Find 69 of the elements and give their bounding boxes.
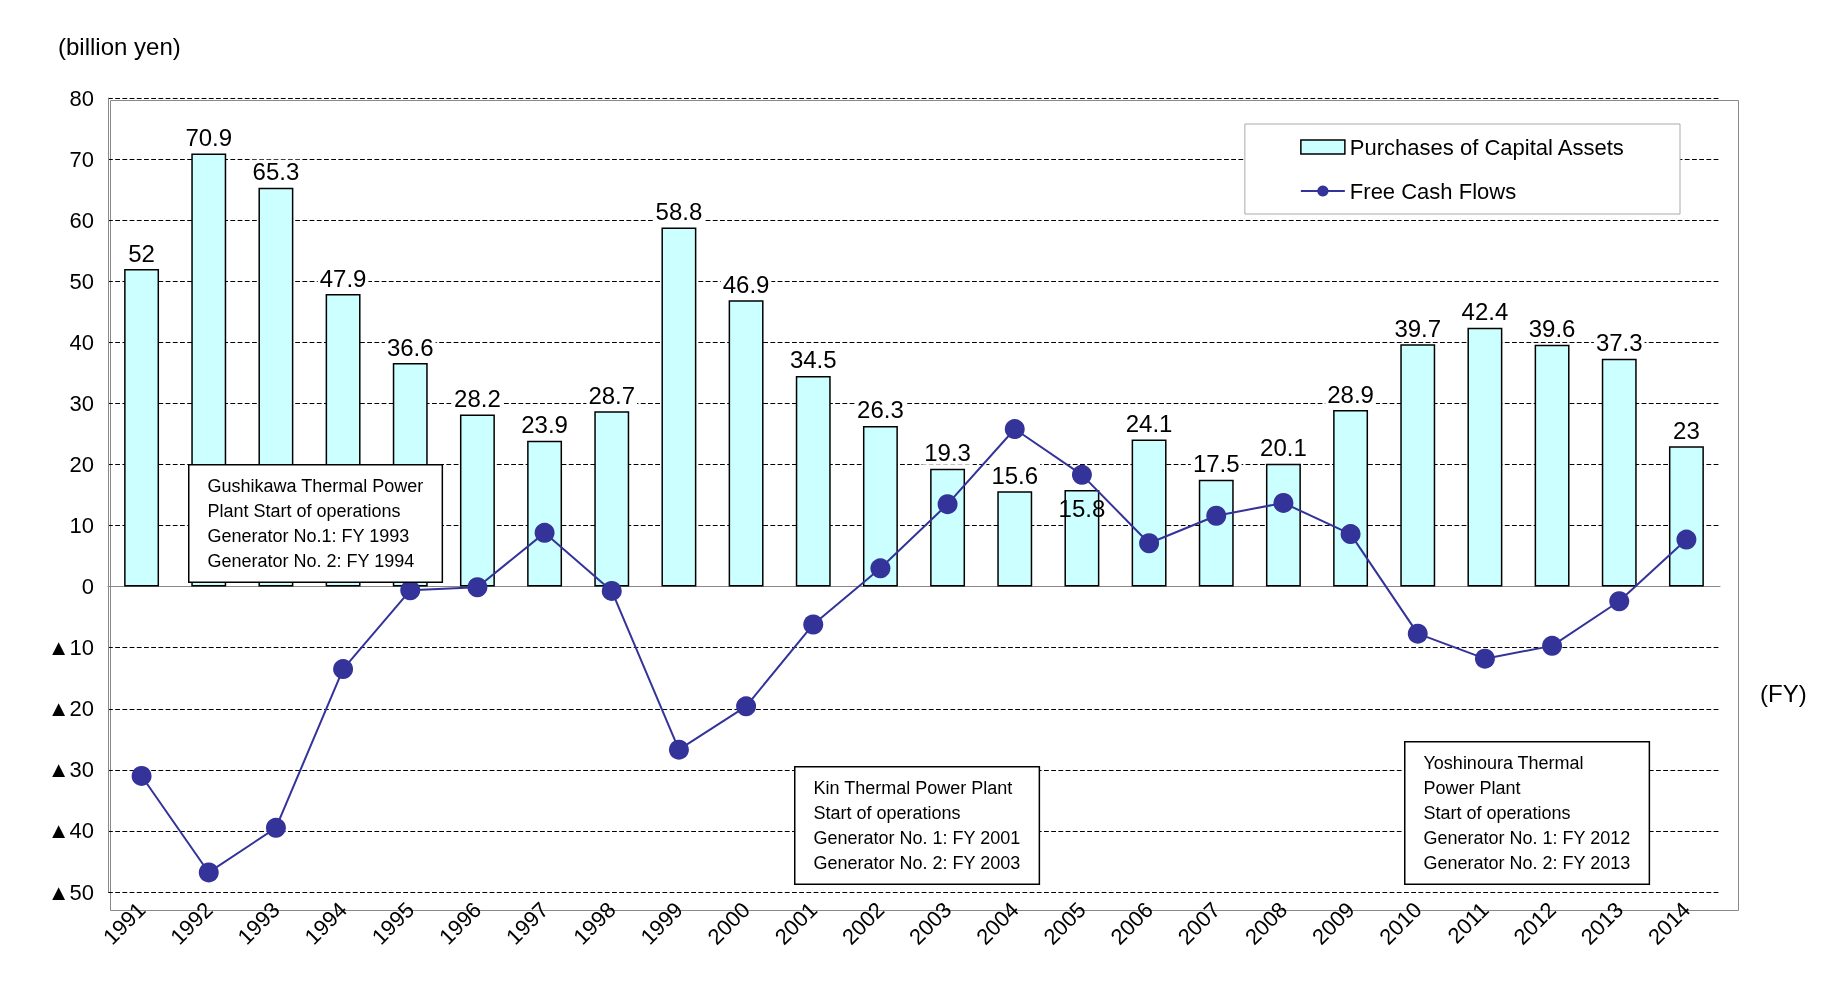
data-label: 46.9 [722, 270, 770, 298]
point [601, 580, 622, 601]
annotation: Gushikawa Thermal Power Plant Start of operations Generator No.1: FY 1993 Generator No. 2: FY 1994 [207, 476, 424, 571]
data-label: 39.6 [1528, 315, 1576, 343]
data-label: 34.5 [789, 346, 837, 374]
y-tick-label: 50 [69, 268, 94, 294]
point [198, 862, 219, 883]
y-tick-label: ▲20 [47, 696, 94, 722]
y-tick-label: ▲40 [47, 818, 94, 844]
point [1542, 635, 1563, 656]
point [467, 577, 488, 598]
data-label: 23.9 [521, 411, 568, 439]
data-label: 15.6 [991, 461, 1039, 489]
data-label: 70.9 [185, 124, 233, 152]
legend-label: Purchases of Capital Assets [1349, 134, 1624, 160]
y-tick-label: ▲10 [47, 635, 94, 661]
data-label: 36.6 [386, 333, 434, 361]
y-tick-label: ▲30 [47, 757, 94, 783]
point [1676, 529, 1697, 550]
data-label: 65.3 [252, 158, 300, 186]
point [803, 614, 824, 635]
point [1206, 505, 1227, 526]
y-tick-label: 20 [69, 451, 94, 477]
point [1474, 648, 1495, 669]
point [333, 659, 354, 680]
bar [459, 414, 495, 587]
y-tick-label: 60 [69, 207, 94, 233]
point [1407, 623, 1428, 644]
point [400, 580, 421, 601]
data-label: 28.2 [454, 384, 501, 412]
y-tick-label: 0 [81, 574, 94, 600]
data-label: 28.7 [588, 381, 636, 409]
data-label: 47.9 [319, 264, 367, 292]
point [668, 739, 689, 760]
point [937, 494, 958, 515]
legend-label: Free Cash Flows [1349, 178, 1517, 204]
y-tick-label: 30 [69, 390, 94, 416]
data-label: 58.8 [655, 197, 703, 225]
y-tick-label: 10 [69, 513, 94, 539]
data-label: 37.3 [1595, 329, 1643, 357]
data-label: 42.4 [1461, 298, 1509, 326]
data-label: 19.3 [924, 439, 971, 467]
point [1071, 464, 1092, 485]
data-label: 17.5 [1192, 450, 1240, 478]
data-label: 24.1 [1125, 409, 1173, 437]
point [1340, 524, 1361, 545]
data-label: 23 [1673, 416, 1700, 444]
y-tick-label: 70 [69, 146, 94, 172]
data-label: 28.9 [1327, 380, 1374, 408]
data-label: 52 [128, 239, 155, 267]
data-label: 26.3 [857, 396, 904, 424]
point [736, 696, 757, 717]
annotation: Yoshinoura Thermal Power Plant Start of operations Generator No. 1: FY 2012 Generator No. 2: FY 2013 [1423, 753, 1631, 873]
y-axis-title: (billion yen) [58, 32, 181, 60]
y-tick-label: 40 [69, 329, 94, 355]
point [1139, 533, 1160, 554]
y-tick-label: 80 [69, 85, 94, 111]
data-label: 20.1 [1260, 434, 1307, 462]
x-axis-title: (FY) [1760, 680, 1807, 708]
point [870, 558, 891, 579]
point [131, 765, 152, 786]
point [1273, 492, 1294, 513]
y-tick-label: ▲50 [47, 879, 94, 905]
point [534, 522, 555, 543]
annotation: Kin Thermal Power Plant Start of operations Generator No. 1: FY 2001 Generator No. 2: FY 2003 [813, 778, 1021, 873]
data-label: 39.7 [1394, 314, 1442, 342]
point [1609, 591, 1630, 612]
point [265, 817, 286, 838]
point [1004, 419, 1025, 440]
